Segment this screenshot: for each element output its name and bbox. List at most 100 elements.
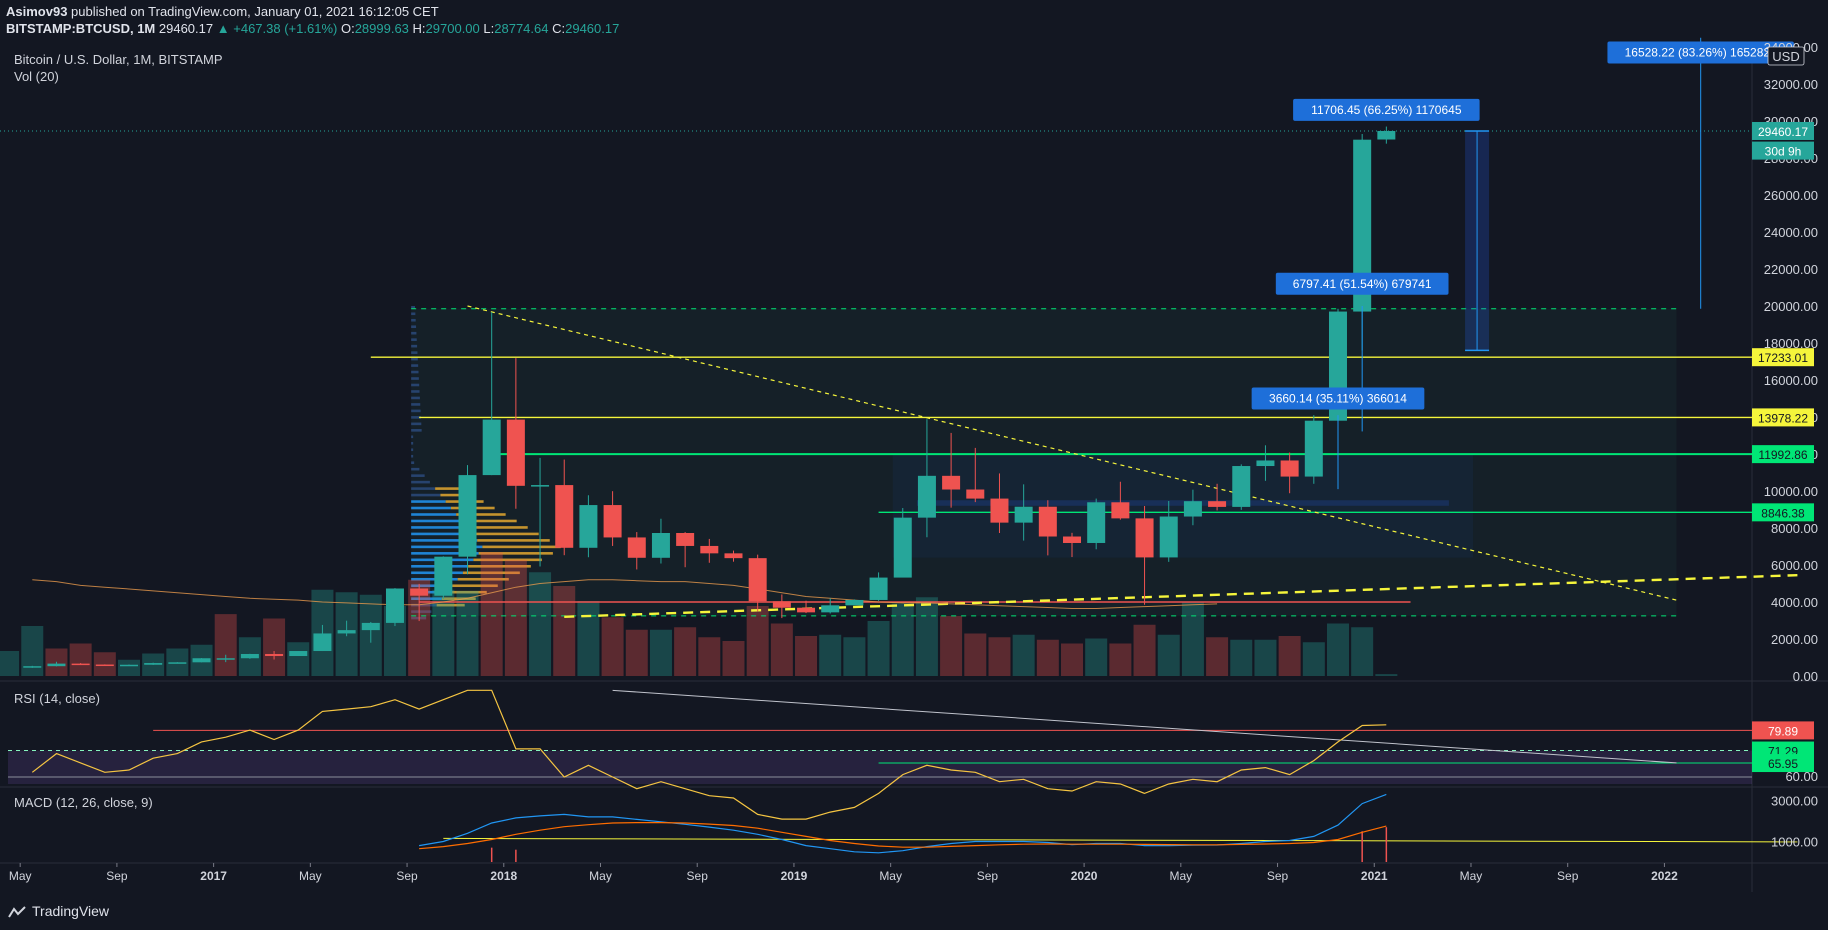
volume-profile-bar	[411, 519, 462, 523]
rsi-legend[interactable]: RSI (14, close)	[14, 691, 100, 706]
volume-bar	[746, 606, 769, 676]
price-axis-tag-label: 8846.38	[1761, 506, 1805, 520]
volume-profile-bar	[411, 416, 421, 419]
volume-bar	[214, 614, 237, 676]
volume-bar	[1326, 623, 1349, 676]
moving-average-line	[32, 579, 1218, 609]
volume-bar	[117, 659, 140, 676]
main-legend-title[interactable]: Bitcoin / U.S. Dollar, 1M, BITSTAMP	[14, 52, 223, 67]
time-axis-tick: May	[1460, 869, 1483, 883]
volume-profile-bar	[411, 584, 453, 588]
volume-profile-bar	[411, 306, 415, 309]
poc-band	[916, 500, 1449, 506]
up-arrow-icon: ▲	[216, 21, 230, 36]
candle-body	[240, 653, 259, 659]
candle-body	[724, 553, 743, 559]
price-axis-tag-label: 13978.22	[1758, 411, 1808, 425]
volume-profile-bar	[411, 461, 415, 464]
low-label: L:	[483, 21, 495, 36]
volume-bar	[553, 586, 576, 676]
time-axis-tick: May	[1169, 869, 1192, 883]
candle-body	[797, 607, 816, 613]
price-axis-tick: 24000.00	[1764, 225, 1818, 240]
rsi-line	[31, 689, 1387, 820]
candle-body	[1232, 466, 1251, 507]
volume-profile-bar	[411, 357, 418, 361]
volume-profile-bar	[411, 351, 418, 354]
currency-unit-label: USD	[1772, 49, 1799, 64]
volume-bar	[1012, 634, 1035, 676]
price-axis-tag	[1752, 408, 1814, 427]
volume-legend[interactable]: Vol (20)	[14, 69, 59, 84]
candle-body	[1111, 502, 1130, 519]
candle-body	[990, 498, 1009, 523]
publisher-name[interactable]: Asimov93	[6, 4, 68, 19]
volume-profile-bar	[411, 409, 421, 413]
volume-profile-bar	[411, 532, 472, 536]
price-axis-tag	[1752, 503, 1814, 522]
volume-profile-bar	[482, 545, 561, 549]
measure-label: 6797.41 (51.54%) 679741	[1293, 277, 1432, 291]
rsi-trendline	[612, 689, 1677, 764]
price-change: +467.38 (+1.61%)	[233, 21, 338, 36]
candle-body	[71, 663, 90, 666]
candle-body	[216, 658, 235, 660]
volume-bar	[674, 627, 697, 676]
volume-bar	[915, 597, 938, 676]
volume-profile-bar	[447, 590, 487, 594]
time-axis-tick: Sep	[1267, 869, 1289, 883]
volume-profile-bar	[411, 590, 448, 594]
candle-body	[168, 662, 187, 664]
volume-bar	[891, 603, 914, 676]
volume-profile-bar	[468, 565, 531, 568]
candle-body	[1377, 130, 1396, 140]
volume-bar	[795, 636, 818, 676]
brand-name: TradingView	[32, 903, 110, 919]
volume-bar	[964, 633, 987, 676]
candle-body	[1280, 460, 1299, 477]
volume-bar	[1109, 643, 1132, 676]
volume-bar	[263, 618, 286, 676]
volume-bar	[819, 634, 842, 676]
currency-tag	[1767, 46, 1805, 66]
measure-label-box	[1275, 272, 1449, 295]
volume-profile-bar	[411, 539, 478, 542]
volume-bar	[1278, 636, 1301, 676]
time-axis-tick: May	[589, 869, 612, 883]
volume-profile-bar	[452, 584, 498, 588]
tradingview-logo[interactable]: TradingView	[8, 903, 109, 919]
candle-body	[385, 588, 404, 623]
candle-body	[845, 599, 864, 606]
volume-bar	[21, 626, 44, 676]
volume-bar	[601, 617, 624, 676]
time-axis-tick: May	[9, 869, 32, 883]
volume-profile-bar	[411, 493, 441, 497]
time-axis-tick: Sep	[687, 869, 709, 883]
candle-body	[772, 601, 791, 608]
volume-profile-bar	[411, 454, 414, 458]
candle-body	[434, 556, 453, 596]
volume-profile-bar	[411, 422, 422, 426]
rsi-axis-tag-label: 79.89	[1768, 724, 1798, 738]
candle-body	[1159, 516, 1178, 558]
high-label: H:	[412, 21, 426, 36]
candle-body	[337, 630, 356, 634]
candle-body	[265, 653, 284, 657]
close-value: 29460.17	[565, 21, 620, 36]
time-axis-tick: Sep	[396, 869, 418, 883]
volume-profile-bar	[411, 552, 479, 555]
candle-body	[289, 651, 308, 657]
volume-bar	[93, 652, 116, 676]
volume-profile-bar	[411, 435, 414, 439]
macd-legend[interactable]: MACD (12, 26, close, 9)	[14, 795, 153, 810]
volume-bar	[0, 651, 20, 676]
price-axis-tick: 26000.00	[1764, 188, 1818, 203]
volume-profile-bar	[411, 377, 419, 380]
volume-bar	[867, 621, 890, 676]
price-axis-tick: 6000.00	[1771, 558, 1818, 573]
volume-profile-bar	[457, 577, 509, 581]
volume-profile-bar	[411, 513, 457, 516]
candle-body	[1014, 506, 1033, 523]
publish-header: Asimov93 published on TradingView.com, J…	[0, 0, 1828, 38]
